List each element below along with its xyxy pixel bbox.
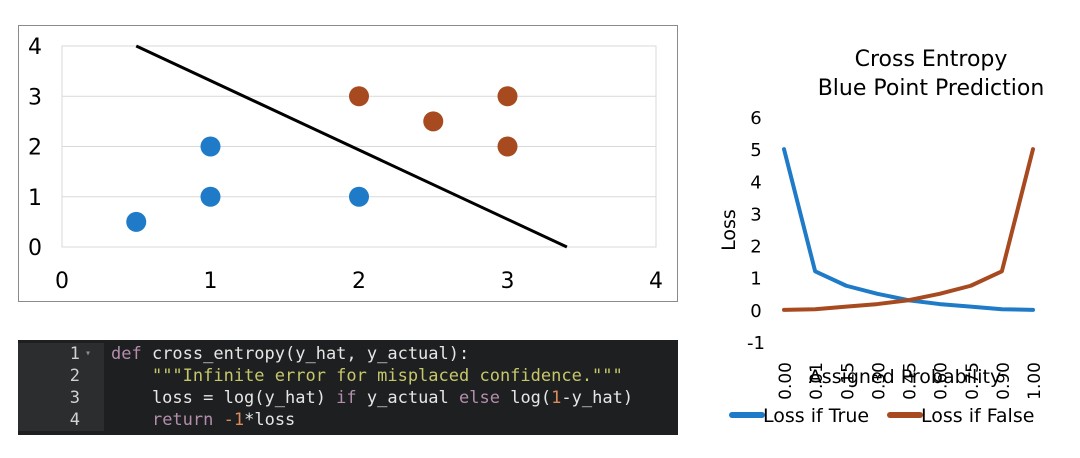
y-tick-label: 1 [750,269,761,290]
line-gutter [18,343,104,365]
y-tick-label: 2 [750,237,761,258]
code-text: loss = log(y_hat) if y_actual else log(1… [111,387,633,409]
code-line[interactable]: 1 ▾ def cross_entropy(y_hat, y_actual): [18,343,678,365]
code-text: """Infinite error for misplaced confiden… [111,365,623,387]
code-token: -y_hat) [561,388,634,408]
scatter-chart-panel: 0 1 2 3 4 0 1 2 3 4 [18,25,678,302]
code-token: *loss [244,410,296,430]
y-tick-label: 3 [28,85,42,110]
code-token [111,410,152,430]
cross-entropy-chart: Cross Entropy Blue Point Prediction 6 5 4 3 2 1… [718,47,1045,427]
code-token: return [151,410,214,430]
data-point [200,136,221,157]
y-tick-label: 4 [750,172,761,193]
code-line[interactable]: 4 return -1*loss [18,409,678,431]
chart-subtitle: Blue Point Prediction [818,76,1045,101]
code-token: log( [499,388,552,408]
data-point [497,136,518,157]
data-point [349,86,369,107]
code-editor: 1 ▾ def cross_entropy(y_hat, y_actual): 2 "… [18,340,678,435]
line-gutter [18,365,104,387]
x-tick-label: 0.00 [776,362,796,400]
code-token: -1 [223,410,245,430]
code-token: cross_entropy(y_hat, y_actual): [141,344,470,364]
series-line [782,147,1035,312]
series-line [782,147,1035,312]
line-gutter [18,387,104,409]
code-text: def cross_entropy(y_hat, y_actual): [111,343,469,365]
x-tick-label: 2 [352,269,366,294]
line-number: 2 [69,366,80,386]
x-axis-label: Assigned Probability [809,366,1001,388]
y-axis-label: Loss [718,209,740,251]
data-point [200,186,221,207]
legend-label: Loss if False [921,405,1034,427]
line-number: 1 [69,344,80,364]
x-tick-label: 0 [55,269,69,294]
x-tick-label: 0.30 [869,362,889,400]
decision-boundary-line [135,44,568,249]
code-token: """Infinite error for misplaced confiden… [151,366,623,386]
y-tick-label: 5 [750,140,761,161]
code-line[interactable]: 3 loss = log(y_hat) if y_actual else log… [18,387,678,409]
data-point [349,186,369,207]
code-line[interactable]: 2 """Infinite error for misplaced confid… [18,365,678,387]
line-number: 3 [69,388,80,408]
code-token: loss = log(y_hat) [111,388,337,408]
y-tick-label: 0 [28,236,42,261]
code-token [213,410,223,430]
x-tick-label: 1 [204,269,218,294]
line-gutter [18,409,104,431]
x-tick-label: 1.00 [1025,362,1045,400]
data-point [497,86,518,107]
y-tick-label: 2 [28,136,42,161]
code-token: if [336,388,357,408]
x-tick-label: 0.01 [807,362,827,400]
x-tick-label: 0.15 [838,362,858,400]
x-tick-label: 0.45 [901,362,921,400]
x-tick-label: 0.75 [963,362,983,400]
legend-label: Loss if True [763,405,869,427]
line-number: 4 [69,410,80,430]
y-tick-label: 3 [750,204,761,225]
code-token [111,366,152,386]
x-tick-label: 0.90 [994,362,1014,400]
code-token: else [459,388,500,408]
y-tick-label: 0 [750,301,761,322]
chart-title: Cross Entropy [855,47,1008,72]
x-tick-label: 4 [649,269,663,294]
data-point [126,211,147,232]
x-tick-label: 0.60 [932,362,952,400]
y-tick-label: 4 [28,35,42,60]
y-tick-label: 1 [28,186,42,211]
code-token: def [111,344,142,364]
y-tick-label: 6 [750,108,761,129]
code-token: y_actual [356,388,460,408]
x-tick-label: 3 [501,269,515,294]
code-text: return -1*loss [111,409,295,431]
code-token: 1 [551,388,562,408]
y-tick-label: -1 [747,333,765,354]
fold-arrow-icon[interactable]: ▾ [85,348,92,359]
scatter-chart: 0 1 2 3 4 0 1 2 3 4 [28,35,663,294]
data-point [423,111,444,132]
